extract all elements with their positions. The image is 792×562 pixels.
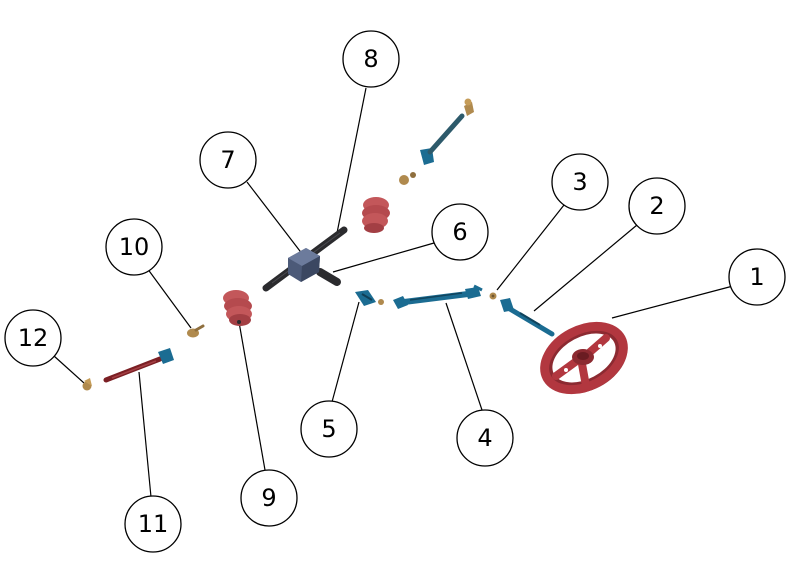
tie-rod-lower [103,348,174,383]
callout-label-11: 11 [138,510,169,538]
callout-label-4: 4 [477,424,492,452]
universal-joint [355,290,384,306]
callout-1[interactable]: 1 [728,248,786,306]
callout-label-9: 9 [261,484,276,512]
leader-5 [331,301,360,403]
leader-lines [53,87,734,498]
tie-rod-end [187,324,205,338]
callout-label-12: 12 [18,324,49,352]
callout-label-5: 5 [321,415,336,443]
leader-10 [146,267,192,329]
callout-label-1: 1 [749,263,764,291]
upper-steering-shaft [500,298,555,337]
leader-7 [246,181,304,256]
end-fitting [82,378,92,391]
callout-6[interactable]: 6 [431,203,489,261]
callout-12[interactable]: 12 [4,309,62,367]
small-nut [489,292,497,300]
rack-housing [288,248,320,282]
callout-10[interactable]: 10 [105,218,163,276]
steering-wheel [540,321,628,395]
callout-label-6: 6 [452,218,467,246]
callout-4[interactable]: 4 [456,409,514,467]
pinion-shaft [316,268,341,286]
callouts: 1 2 3 4 5 6 7 8 [4,30,786,553]
callout-label-7: 7 [220,146,235,174]
callout-label-3: 3 [572,168,587,196]
parts [82,98,628,395]
leader-4 [445,302,483,411]
leader-11 [138,371,152,498]
leader-2 [533,224,638,312]
bellows-lower [223,290,252,326]
leader-12 [53,355,85,384]
callout-label-10: 10 [119,233,150,261]
bellows-upper [362,197,390,233]
callout-3[interactable]: 3 [551,153,609,211]
callout-8[interactable]: 8 [342,30,400,88]
leader-1 [611,285,734,319]
callout-9[interactable]: 9 [240,469,298,527]
callout-2[interactable]: 2 [628,177,686,235]
callout-7[interactable]: 7 [199,131,257,189]
callout-5[interactable]: 5 [300,400,358,458]
leader-6 [332,242,435,273]
leader-3 [496,204,565,291]
callout-label-2: 2 [649,192,664,220]
leader-8 [335,87,367,239]
callout-11[interactable]: 11 [124,495,182,553]
intermediate-shaft [393,284,483,309]
tie-rod-upper [399,98,474,185]
callout-label-8: 8 [363,45,378,73]
leader-9 [238,321,266,471]
